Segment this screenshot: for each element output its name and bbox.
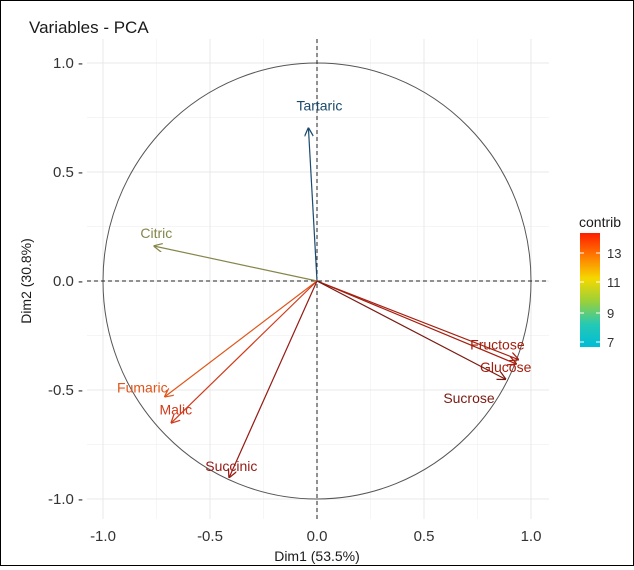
variable-arrow — [171, 280, 318, 423]
y-tick-label: 1.0 - — [53, 55, 83, 72]
variable-label: Fructose — [470, 336, 525, 352]
y-tick-label: 0.0 - — [53, 273, 83, 290]
variable-label: Tartaric — [296, 97, 342, 113]
variable-label: Succinic — [205, 458, 257, 474]
variable-label: Sucrose — [443, 390, 495, 406]
plot-area: -1.0 -0.5 0.0 0.5 1.0 1.0 - 0.5 - 0.0 - -0.5 - -1… — [48, 39, 549, 545]
x-tick-label: -1.0 — [90, 528, 116, 545]
variable-arrow — [308, 128, 318, 282]
variable-arrow — [316, 280, 505, 379]
variable-arrow — [165, 280, 318, 397]
x-tick-label: 0.5 — [414, 528, 435, 545]
legend-label: 9 — [607, 306, 614, 321]
y-tick-label: -0.5 - — [48, 382, 83, 399]
legend-label: 11 — [607, 275, 621, 290]
variable-arrow — [229, 280, 318, 477]
chart-title: Variables - PCA — [29, 18, 149, 37]
legend-label: 13 — [607, 246, 621, 261]
x-axis-label: Dim1 (53.5%) — [274, 548, 360, 564]
variable-arrow — [316, 280, 516, 364]
legend-label: 7 — [607, 335, 614, 350]
legend-colorbar — [580, 233, 600, 347]
variable-label: Glucose — [480, 359, 532, 375]
x-tick-label: 0.0 — [307, 528, 328, 545]
variable-arrow — [154, 246, 318, 282]
variable-label: Fumaric — [117, 380, 168, 396]
legend-title: contrib — [579, 214, 621, 230]
x-tick-label: 1.0 — [521, 528, 542, 545]
variable-label: Citric — [140, 225, 172, 241]
variable-arrow — [316, 280, 518, 359]
y-axis-label: Dim2 (30.8%) — [18, 238, 34, 324]
legend: contrib 13 11 9 7 — [579, 214, 621, 350]
variable-label: Malic — [159, 402, 192, 418]
y-tick-label: 0.5 - — [53, 164, 83, 181]
y-tick-label: -1.0 - — [48, 491, 83, 508]
x-tick-label: -0.5 — [197, 528, 223, 545]
